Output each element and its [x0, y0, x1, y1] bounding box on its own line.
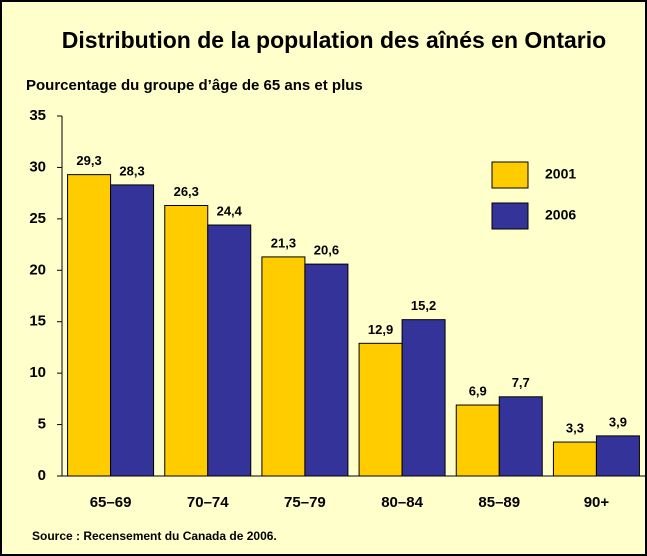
y-tick-label: 10 [29, 364, 46, 381]
y-tick-label: 20 [29, 261, 46, 278]
data-label: 28,3 [119, 163, 144, 178]
y-tick-label: 0 [38, 467, 46, 484]
data-label: 26,3 [174, 184, 199, 199]
legend-swatch [491, 202, 529, 230]
bar [164, 204, 209, 477]
bar [401, 319, 446, 477]
bar [498, 396, 543, 477]
legend-label: 2006 [545, 207, 576, 223]
data-label: 7,7 [512, 375, 530, 390]
x-tick-label: 80–84 [381, 494, 423, 511]
y-tick-label: 5 [38, 416, 46, 433]
y-tick-label: 30 [29, 158, 46, 175]
data-label: 3,3 [566, 420, 584, 435]
data-label: 21,3 [271, 235, 296, 250]
subtitle: Pourcentage du groupe d’âge de 65 ans et… [26, 77, 363, 94]
data-label: 20,6 [314, 243, 339, 258]
bar [304, 263, 349, 477]
legend-swatch [491, 161, 529, 189]
x-tick-label: 85–89 [478, 494, 520, 511]
data-label: 24,4 [217, 203, 243, 218]
data-label: 12,9 [368, 322, 393, 337]
bar [595, 435, 640, 477]
bar [455, 404, 500, 477]
data-label: 15,2 [411, 298, 436, 313]
data-label: 29,3 [76, 153, 101, 168]
data-label: 3,9 [609, 414, 627, 429]
y-tick-label: 35 [29, 107, 46, 124]
data-label: 6,9 [469, 383, 487, 398]
legend-label: 2001 [545, 166, 576, 182]
bar [207, 224, 252, 477]
chart-title: Distribution de la population des aînés … [62, 27, 606, 53]
x-tick-label: 65–69 [90, 494, 132, 511]
x-tick-label: 90+ [584, 494, 610, 511]
bar [67, 174, 112, 477]
x-tick-label: 70–74 [187, 494, 229, 511]
bar [358, 342, 403, 477]
x-tick-label: 75–79 [284, 494, 326, 511]
bar [552, 441, 597, 477]
y-tick-label: 15 [29, 313, 46, 330]
y-tick-label: 25 [29, 210, 46, 227]
source-note: Source : Recensement du Canada de 2006. [32, 529, 277, 543]
bar [110, 184, 155, 477]
bar [261, 256, 306, 477]
